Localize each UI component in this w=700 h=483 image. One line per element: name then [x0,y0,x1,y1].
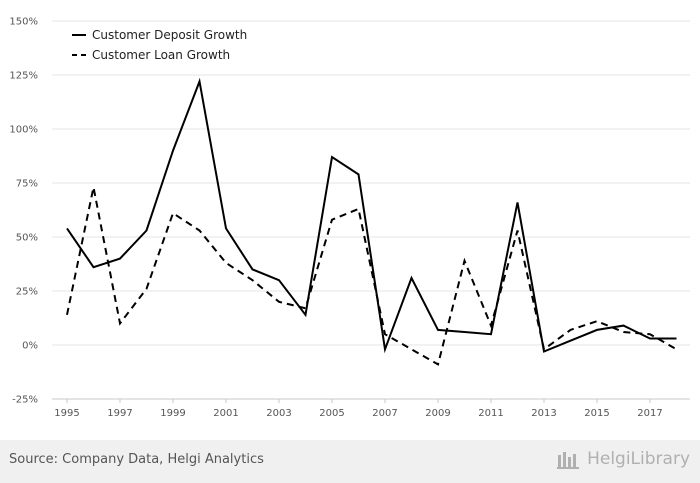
series-line-loan-growth [66,187,677,366]
x-tick-label: 2003 [266,408,291,419]
x-axis: 1995 1997 1999 2001 2003 2005 2007 2009 2011 2013… [52,398,690,419]
series-line-deposit-growth [66,77,677,354]
chart: -25% 0% 25% 50% 75% 100% 125% 150% 1995 1997 1999… [9,17,690,419]
legend: Customer Deposit Growth Customer Loan Gr… [72,28,247,62]
x-tick-label: 1999 [160,408,185,419]
x-tick-label: 2011 [478,408,503,419]
y-tick-label: 75% [16,179,38,190]
x-tick-label: 1997 [107,408,132,419]
x-tick-label: 2013 [531,408,556,419]
x-tick-label: 2009 [425,408,450,419]
x-tick-label: 2017 [637,408,662,419]
legend-label-loan: Customer Loan Growth [92,48,230,62]
footer: Source: Company Data, Helgi Analytics He… [0,440,700,483]
y-tick-label: 125% [9,71,38,82]
gridlines [52,20,690,400]
x-tick-label: 2001 [213,408,238,419]
brand-name: HelgiLibrary [587,449,690,469]
y-tick-label: 150% [9,17,38,28]
y-tick-label: -25% [12,395,38,406]
x-tick-label: 2007 [372,408,397,419]
y-tick-label: 25% [16,287,38,298]
y-tick-label: 50% [16,233,38,244]
series-lines [66,77,677,366]
x-tick-label: 1995 [54,408,79,419]
legend-label-deposit: Customer Deposit Growth [92,28,247,42]
y-axis: -25% 0% 25% 50% 75% 100% 125% 150% [9,17,38,406]
y-tick-label: 0% [22,341,38,352]
y-tick-label: 100% [9,125,38,136]
source-text: Source: Company Data, Helgi Analytics [9,452,264,467]
library-icon [557,452,580,469]
brand-logo: HelgiLibrary [557,449,690,469]
x-tick-label: 2005 [319,408,344,419]
x-tick-label: 2015 [584,408,609,419]
